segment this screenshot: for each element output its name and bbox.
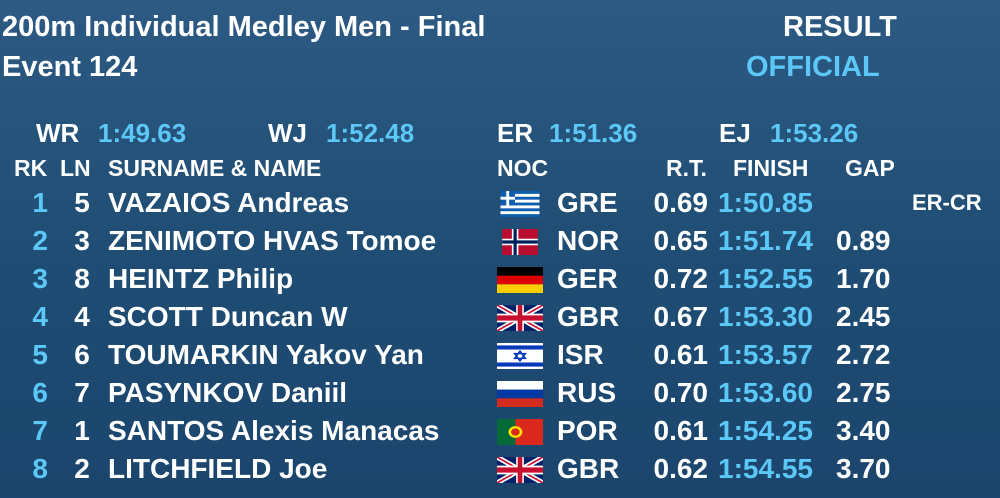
- result-row: 7 1 SANTOS Alexis Manacas POR 0.61 1:54.25 3.4…: [0, 412, 1000, 450]
- gap: 1.70: [836, 263, 891, 294]
- athlete-name: LITCHFIELD Joe: [108, 453, 328, 484]
- column-header: RK: [14, 155, 48, 181]
- gap: 2.45: [836, 301, 891, 332]
- result-row: 2 3 ZENIMOTO HVAS Tomoe NOR 0.65 1:51.74 0.89: [0, 222, 1000, 260]
- reaction-time: 0.72: [653, 263, 709, 294]
- flag: [500, 191, 540, 217]
- record-label: WJ: [268, 118, 307, 148]
- lane: 4: [74, 301, 90, 332]
- gap: 3.40: [836, 415, 891, 446]
- flag: [502, 229, 538, 255]
- rank: 1: [32, 187, 48, 218]
- flag: [497, 457, 543, 483]
- reaction-time: 0.70: [653, 377, 709, 408]
- noc: POR: [557, 415, 618, 446]
- record-time: 1:49.63: [98, 118, 187, 148]
- column-header: GAP: [845, 155, 895, 181]
- rank: 5: [32, 339, 48, 370]
- athlete-name: HEINTZ Philip: [108, 263, 294, 294]
- athlete-name: VAZAIOS Andreas: [108, 187, 350, 218]
- flag: [497, 381, 543, 407]
- reaction-time: 0.61: [653, 415, 709, 446]
- reaction-time: 0.62: [653, 453, 709, 484]
- flag: [497, 305, 543, 331]
- column-header: FINISH: [733, 155, 809, 181]
- gap: 2.72: [836, 339, 891, 370]
- reaction-time: 0.67: [653, 301, 709, 332]
- finish-time: 1:54.55: [718, 453, 813, 484]
- reaction-time: 0.65: [653, 225, 709, 256]
- lane: 2: [74, 453, 90, 484]
- reaction-time: 0.61: [653, 339, 709, 370]
- record-time: 1:53.26: [770, 118, 859, 148]
- noc: GRE: [557, 187, 618, 218]
- result-row: 4 4 SCOTT Duncan W GBR 0.67 1:53.30 2.45: [0, 298, 1000, 336]
- result-row: 8 2 LITCHFIELD Joe GBR 0.62 1:54.55 3.70: [0, 450, 1000, 488]
- column-header: LN: [60, 155, 91, 181]
- rank: 2: [32, 225, 48, 256]
- finish-time: 1:53.30: [718, 301, 813, 332]
- gap: 2.75: [836, 377, 891, 408]
- status: RESULT: [783, 11, 897, 43]
- flag: [497, 267, 543, 293]
- result-row: 3 8 HEINTZ Philip GER 0.72 1:52.55 1.70: [0, 260, 1000, 298]
- column-header: SURNAME & NAME: [108, 155, 322, 181]
- finish-time: 1:54.25: [718, 415, 813, 446]
- finish-time: 1:51.74: [718, 225, 813, 256]
- rank: 3: [32, 263, 48, 294]
- record-time: 1:51.36: [549, 118, 638, 148]
- result-row: 1 5 VAZAIOS Andreas GRE 0.69 1:50.85 ER-CR: [0, 184, 1000, 222]
- noc: GBR: [557, 453, 620, 484]
- lane: 3: [74, 225, 90, 256]
- record-time: 1:52.48: [326, 118, 415, 148]
- lane: 5: [74, 187, 90, 218]
- rank: 6: [32, 377, 48, 408]
- rank: 7: [32, 415, 48, 446]
- result-row: 6 7 PASYNKOV Daniil RUS 0.70 1:53.60 2.75: [0, 374, 1000, 412]
- gap: 0.89: [836, 225, 891, 256]
- record-label: WR: [36, 118, 80, 148]
- column-header: R.T.: [666, 155, 707, 181]
- athlete-name: ZENIMOTO HVAS Tomoe: [108, 225, 437, 256]
- lane: 7: [74, 377, 90, 408]
- record-label: ER: [497, 118, 534, 148]
- noc: GER: [557, 263, 618, 294]
- noc: RUS: [557, 377, 617, 408]
- athlete-name: SANTOS Alexis Manacas: [108, 415, 440, 446]
- flag: [497, 343, 543, 369]
- reaction-time: 0.69: [653, 187, 709, 218]
- rank: 8: [32, 453, 48, 484]
- result-row: 5 6 TOUMARKIN Yakov Yan ISR 0.61 1:53.57 2.72: [0, 336, 1000, 374]
- noc: NOR: [557, 225, 620, 256]
- finish-time: 1:50.85: [718, 187, 813, 218]
- lane: 1: [74, 415, 90, 446]
- flag: [497, 419, 543, 445]
- athlete-name: TOUMARKIN Yakov Yan: [108, 339, 424, 370]
- column-header: NOC: [497, 155, 549, 181]
- lane: 8: [74, 263, 90, 294]
- athlete-name: PASYNKOV Daniil: [108, 377, 348, 408]
- record-label: EJ: [719, 118, 751, 148]
- finish-time: 1:53.60: [718, 377, 813, 408]
- official: OFFICIAL: [746, 51, 880, 83]
- lane: 6: [74, 339, 90, 370]
- noc: GBR: [557, 301, 620, 332]
- rank: 4: [32, 301, 48, 332]
- finish-time: 1:52.55: [718, 263, 813, 294]
- record: ER-CR: [912, 190, 982, 215]
- athlete-name: SCOTT Duncan W: [108, 301, 348, 332]
- finish-time: 1:53.57: [718, 339, 813, 370]
- event: Event 124: [2, 51, 138, 83]
- noc: ISR: [557, 339, 604, 370]
- title: 200m Individual Medley Men - Final: [2, 11, 486, 43]
- gap: 3.70: [836, 453, 891, 484]
